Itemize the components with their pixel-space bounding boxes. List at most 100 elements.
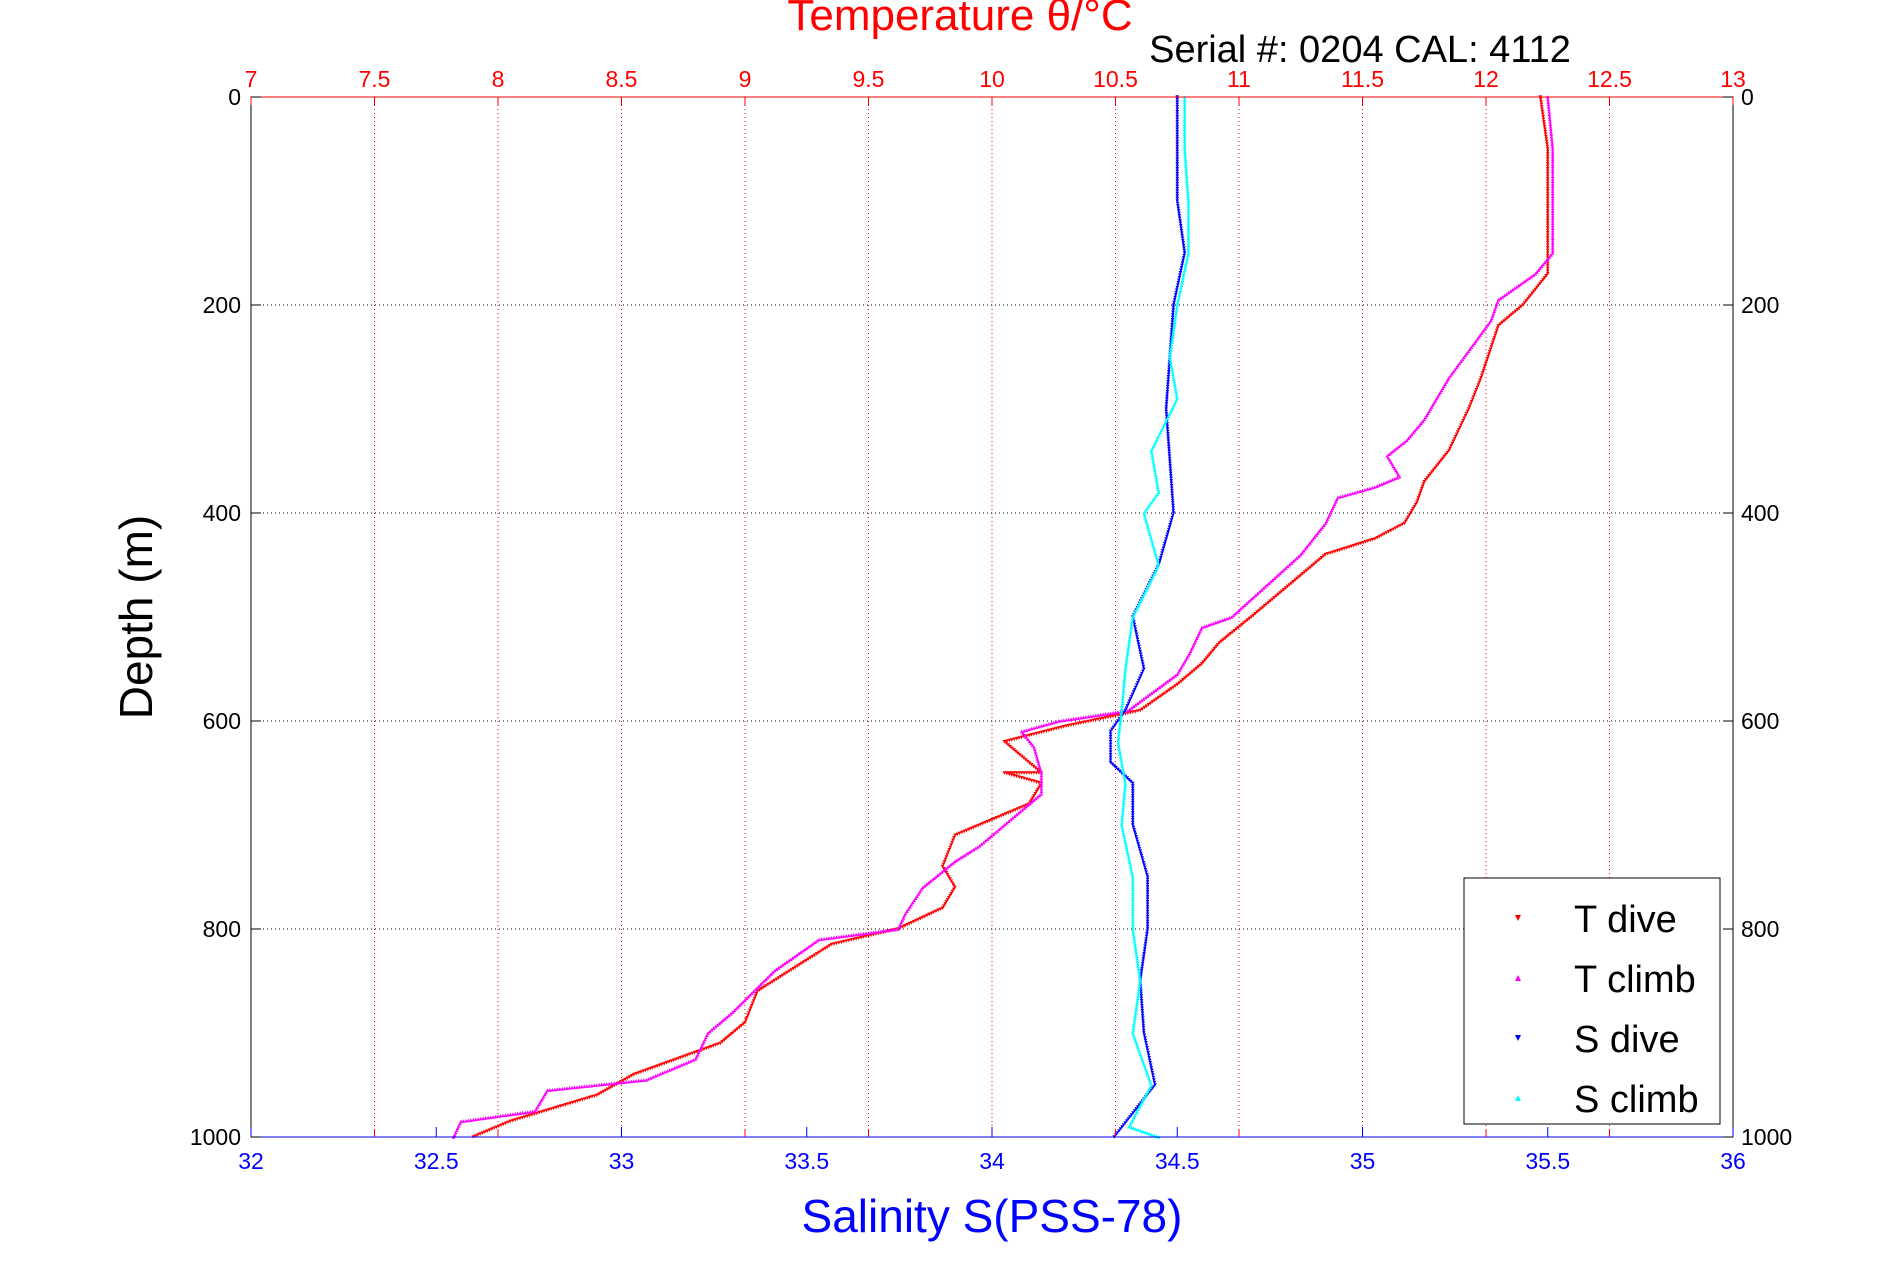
data-point — [1517, 306, 1522, 310]
data-point — [1141, 1098, 1145, 1103]
data-point — [1399, 443, 1403, 447]
data-point — [1135, 996, 1140, 1001]
data-point — [1166, 439, 1171, 443]
data-point — [1306, 543, 1311, 547]
data-point — [1001, 813, 1006, 817]
data-point — [1444, 452, 1448, 457]
data-point — [1120, 813, 1125, 818]
data-point — [1146, 1053, 1151, 1058]
data-point — [1293, 557, 1297, 562]
data-point — [1133, 627, 1138, 632]
data-point — [1543, 260, 1547, 265]
data-point — [1175, 179, 1180, 183]
data-point — [1012, 748, 1016, 752]
data-point — [1528, 293, 1533, 298]
data-point — [783, 972, 787, 976]
data-point — [1434, 464, 1439, 468]
data-point — [1550, 204, 1555, 208]
data-point — [1130, 786, 1135, 791]
data-point — [1150, 541, 1155, 546]
data-point — [1141, 956, 1146, 961]
data-point — [1142, 592, 1146, 597]
data-point — [1123, 838, 1127, 842]
data-point — [922, 884, 927, 888]
data-point — [1141, 959, 1145, 963]
data-point — [1186, 246, 1191, 250]
y-tick-label-left: 1000 — [190, 1124, 241, 1150]
data-point — [682, 1062, 686, 1066]
data-point — [1546, 105, 1551, 109]
data-point — [1401, 441, 1405, 446]
data-point — [1130, 897, 1135, 902]
data-point — [1148, 502, 1152, 507]
data-point — [1142, 667, 1146, 671]
data-point — [1121, 801, 1126, 805]
data-point — [1152, 698, 1157, 703]
data-point — [1302, 570, 1307, 574]
data-point — [1550, 179, 1555, 183]
data-point — [1131, 1111, 1135, 1115]
data-point — [1137, 986, 1141, 991]
data-point — [1425, 476, 1430, 480]
data-point — [1506, 316, 1510, 320]
data-point — [572, 1085, 577, 1090]
data-point — [1039, 779, 1044, 783]
data-point — [766, 982, 770, 987]
data-point — [1543, 132, 1548, 136]
data-point — [1185, 186, 1190, 191]
data-point — [1140, 961, 1145, 966]
data-point — [528, 1109, 532, 1114]
data-point — [483, 1116, 488, 1120]
data-point — [1391, 477, 1395, 482]
bottom-tick-label: 33 — [609, 1148, 635, 1174]
data-point — [1115, 1131, 1120, 1135]
data-point — [1146, 583, 1151, 588]
data-point — [1130, 620, 1134, 624]
data-point — [1120, 703, 1124, 708]
data-point — [925, 913, 929, 918]
data-point — [1119, 716, 1123, 720]
data-point — [1175, 129, 1180, 134]
data-point — [1035, 757, 1040, 761]
data-point — [1011, 816, 1015, 820]
data-point — [1131, 932, 1136, 936]
data-point — [1141, 697, 1146, 701]
data-point — [1032, 794, 1036, 798]
data-point — [1545, 233, 1550, 238]
data-point — [1531, 273, 1536, 278]
data-point — [1550, 142, 1555, 146]
data-point — [915, 894, 919, 898]
data-point — [1493, 333, 1498, 338]
data-point — [1108, 740, 1113, 744]
data-point — [491, 1115, 495, 1119]
data-point — [1182, 271, 1186, 275]
data-point — [1147, 1055, 1151, 1060]
data-point — [1028, 801, 1032, 806]
data-point — [1103, 712, 1108, 716]
data-point — [1439, 388, 1444, 393]
data-point — [1177, 216, 1182, 221]
data-point — [1165, 417, 1169, 421]
data-point — [928, 879, 933, 884]
data-point — [1181, 678, 1185, 682]
data-point — [1291, 580, 1295, 584]
data-point — [1486, 354, 1490, 359]
data-point — [1550, 167, 1555, 171]
data-point — [1121, 808, 1125, 813]
data-point — [927, 912, 932, 917]
data-point — [533, 1109, 537, 1113]
data-point — [1134, 1006, 1139, 1011]
data-point — [934, 909, 938, 914]
data-point — [1069, 717, 1073, 721]
data-point — [670, 1067, 674, 1071]
data-point — [1550, 226, 1555, 231]
data-point — [832, 935, 836, 940]
data-point — [1465, 409, 1470, 414]
data-point — [1145, 917, 1150, 921]
data-point — [1138, 849, 1142, 853]
data-point — [1034, 771, 1039, 775]
data-point — [795, 964, 800, 968]
data-point — [636, 1078, 641, 1083]
data-point — [1550, 159, 1555, 164]
data-point — [1545, 272, 1550, 276]
